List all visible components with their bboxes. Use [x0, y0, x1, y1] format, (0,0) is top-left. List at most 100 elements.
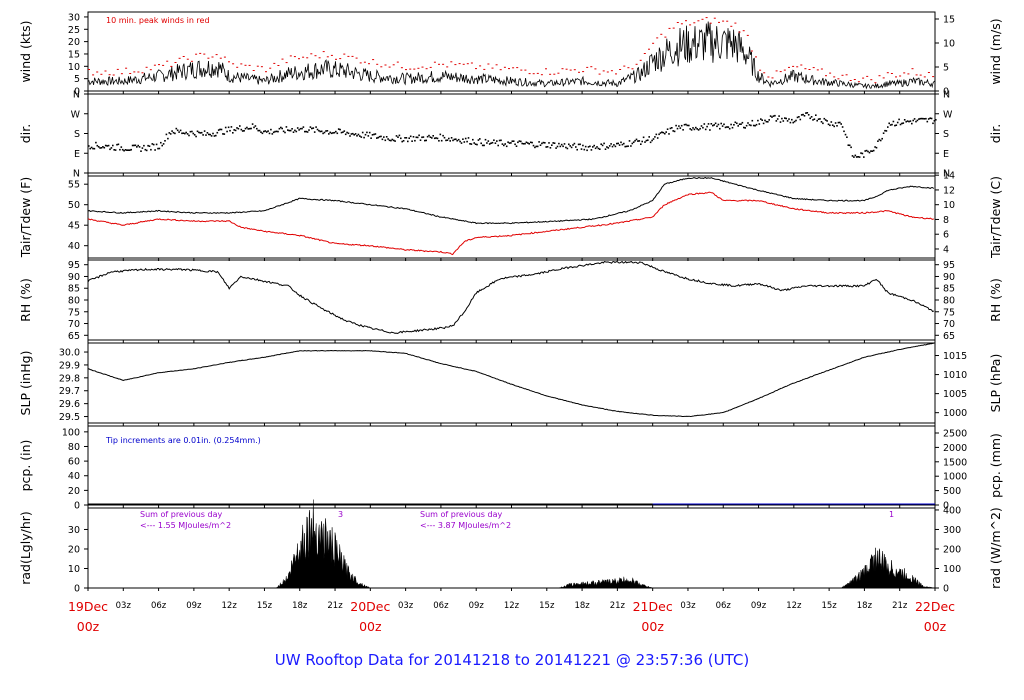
wind-dir-dot — [287, 129, 289, 131]
wind-dir-dot — [116, 143, 118, 146]
wind-dir-dot — [676, 127, 679, 130]
wind-dir-dot — [817, 118, 820, 120]
wind-peak-dot — [582, 71, 585, 73]
wind-peak-dot — [862, 77, 865, 79]
right-tick-label-dir: N — [943, 169, 950, 180]
wind-dir-dot — [539, 144, 542, 146]
wind-dir-dot — [313, 131, 316, 133]
wind-dir-dot — [863, 156, 865, 158]
wind-dir-dot — [254, 125, 257, 127]
wind-dir-dot — [110, 147, 113, 149]
wind-dir-dot — [289, 129, 292, 132]
wind-dir-dot — [625, 145, 628, 148]
wind-dir-dot — [532, 144, 535, 147]
wind-dir-dot — [263, 130, 265, 133]
wind-dir-dot — [593, 144, 595, 147]
wind-dir-dot — [717, 123, 720, 126]
wind-dir-dot — [120, 146, 123, 148]
wind-dir-dot — [697, 129, 700, 131]
wind-dir-dot — [308, 129, 310, 131]
wind-dir-dot — [501, 143, 504, 145]
wind-dir-dot — [325, 130, 327, 132]
right-tick-label-pcp: 2500 — [943, 429, 967, 440]
wind-peak-dot — [829, 72, 832, 74]
chart-footer-title: UW Rooftop Data for 20141218 to 20141221… — [274, 651, 750, 669]
wind-dir-dot — [727, 126, 730, 128]
wind-dir-dot — [874, 146, 876, 148]
wind-dir-dot — [545, 146, 547, 148]
wind-dir-dot — [512, 140, 515, 142]
wind-dir-dot — [171, 130, 173, 132]
right-tick-label-slp: 1015 — [943, 351, 967, 362]
wind-peak-dot — [763, 72, 766, 74]
wind-dir-dot — [774, 114, 776, 117]
wind-dir-dot — [881, 137, 883, 140]
x-hour-label: 12z — [504, 601, 520, 611]
wind-dir-dot — [422, 136, 425, 138]
wind-dir-dot — [548, 142, 550, 144]
wind-dir-dot — [167, 137, 169, 140]
wind-dir-dot — [404, 137, 406, 139]
wind-dir-dot — [630, 145, 632, 147]
wind-dir-dot — [654, 136, 656, 138]
wind-dir-dot — [538, 141, 540, 143]
wind-dir-dot — [278, 127, 281, 130]
wind-dir-dot — [359, 135, 361, 137]
wind-dir-dot — [114, 149, 117, 151]
wind-dir-dot — [600, 143, 602, 145]
wind-dir-dot — [857, 156, 859, 158]
wind-dir-dot — [89, 147, 91, 150]
wind-dir-dot — [258, 129, 261, 132]
wind-dir-dot — [251, 123, 254, 125]
wind-peak-dot — [524, 69, 527, 71]
wind-dir-dot — [930, 117, 933, 120]
wind-dir-dot — [439, 133, 442, 136]
wind-dir-dot — [128, 149, 131, 151]
left-tick-label-wind: 20 — [68, 37, 80, 48]
wind-peak-dot — [845, 74, 848, 76]
wind-dir-dot — [734, 121, 737, 124]
wind-dir-dot — [169, 133, 172, 135]
wind-dir-dot — [803, 115, 806, 117]
wind-dir-dot — [384, 139, 387, 142]
wind-dir-dot — [409, 135, 412, 138]
wind-peak-dot — [857, 81, 860, 83]
wind-dir-dot — [840, 123, 842, 125]
wind-peak-dot — [553, 73, 556, 75]
wind-peak-dot — [886, 72, 889, 74]
wind-dir-dot — [196, 130, 199, 133]
wind-dir-dot — [504, 143, 506, 145]
wind-dir-dot — [748, 124, 751, 126]
right-tick-label-rh: 75 — [943, 307, 955, 318]
wind-dir-dot — [685, 123, 687, 126]
wind-dir-dot — [383, 136, 385, 138]
wind-dir-dot — [329, 131, 331, 134]
radiation-area — [88, 499, 936, 589]
wind-dir-dot — [908, 120, 910, 123]
right-tick-label-temp: 4 — [943, 244, 949, 255]
wind-dir-dot — [380, 135, 382, 138]
wind-peak-dot — [223, 56, 226, 58]
wind-dir-dot — [398, 134, 401, 137]
wind-dir-dot — [607, 147, 610, 149]
wind-dir-dot — [301, 127, 303, 130]
wind-dir-dot — [364, 133, 367, 136]
wind-peak-dot — [289, 55, 292, 57]
wind-dir-dot — [298, 129, 300, 131]
wind-dir-dot — [174, 132, 176, 135]
wind-dir-dot — [306, 131, 309, 133]
wind-dir-dot — [448, 137, 450, 140]
wind-dir-dot — [719, 127, 721, 130]
rad-sum-note-1-line2: <--- 1.55 MJoules/m^2 — [140, 521, 231, 530]
wind-dir-dot — [282, 130, 285, 133]
wind-peak-dot — [788, 66, 790, 68]
wind-dir-dot — [909, 120, 912, 122]
wind-dir-dot — [121, 148, 124, 151]
wind-peak-dot — [166, 60, 169, 62]
wind-peak-dot — [421, 66, 424, 68]
wind-peak-dot — [919, 74, 922, 76]
wind-dir-dot — [645, 139, 648, 142]
wind-dir-dot — [453, 138, 456, 141]
wind-peak-dot — [656, 37, 659, 39]
wind-peak-dot — [298, 58, 300, 60]
